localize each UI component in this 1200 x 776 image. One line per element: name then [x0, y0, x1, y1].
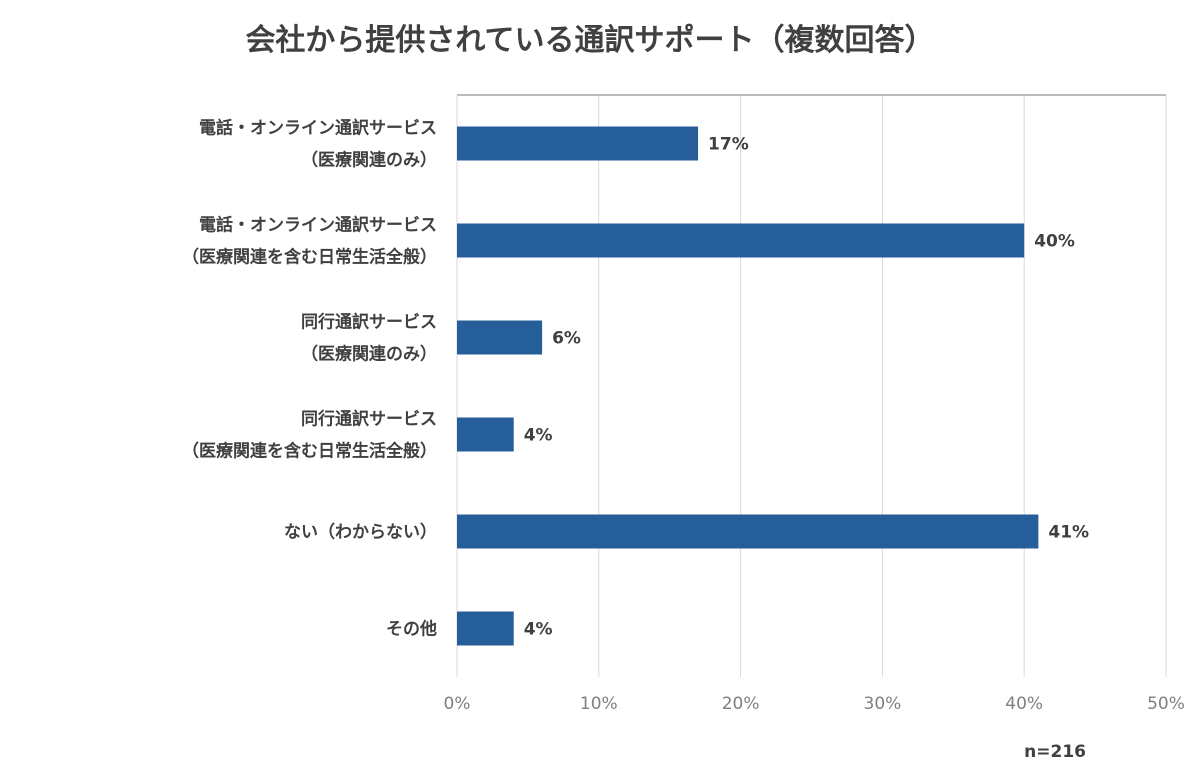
- axes: [456, 94, 1166, 677]
- bars: [457, 126, 1039, 646]
- category-label: （医療関連のみ）: [301, 344, 437, 365]
- bar: [457, 223, 1025, 258]
- bar: [457, 126, 699, 161]
- sample-size-note: n=216: [1024, 742, 1086, 762]
- bar: [457, 611, 514, 646]
- category-label: 電話・オンライン通訳サービス: [199, 118, 437, 139]
- x-tick-label: 0%: [444, 694, 471, 714]
- x-tick-label: 30%: [864, 694, 902, 714]
- x-tick-label: 20%: [722, 694, 760, 714]
- category-label: 同行通訳サービス: [301, 312, 437, 333]
- category-label: その他: [386, 619, 437, 640]
- category-label: （医療関連を含む日常生活全般）: [182, 247, 437, 268]
- data-label: 4%: [524, 620, 553, 640]
- category-label: 電話・オンライン通訳サービス: [199, 215, 437, 236]
- category-label: （医療関連を含む日常生活全般）: [182, 441, 437, 462]
- bar: [457, 417, 514, 452]
- bar: [457, 320, 543, 355]
- category-label: ない（わからない）: [284, 522, 437, 543]
- data-label: 41%: [1048, 523, 1089, 543]
- data-label: 6%: [552, 329, 581, 349]
- labels: 0% 10% 20% 30% 40% 50% 17% 電話・オンライン通訳サービス （医療関連の…: [182, 118, 1185, 715]
- x-tick-label: 40%: [1005, 694, 1043, 714]
- x-tick-label: 50%: [1147, 694, 1185, 714]
- grid-lines: [598, 95, 1167, 677]
- data-label: 17%: [708, 135, 749, 155]
- chart-title: 会社から提供されている通訳サポート（複数回答）: [245, 23, 934, 58]
- data-label: 40%: [1034, 232, 1075, 252]
- category-label: （医療関連のみ）: [301, 150, 437, 171]
- x-tick-label: 10%: [580, 694, 618, 714]
- bar: [457, 514, 1039, 549]
- category-label: 同行通訳サービス: [301, 409, 437, 430]
- data-label: 4%: [524, 426, 553, 446]
